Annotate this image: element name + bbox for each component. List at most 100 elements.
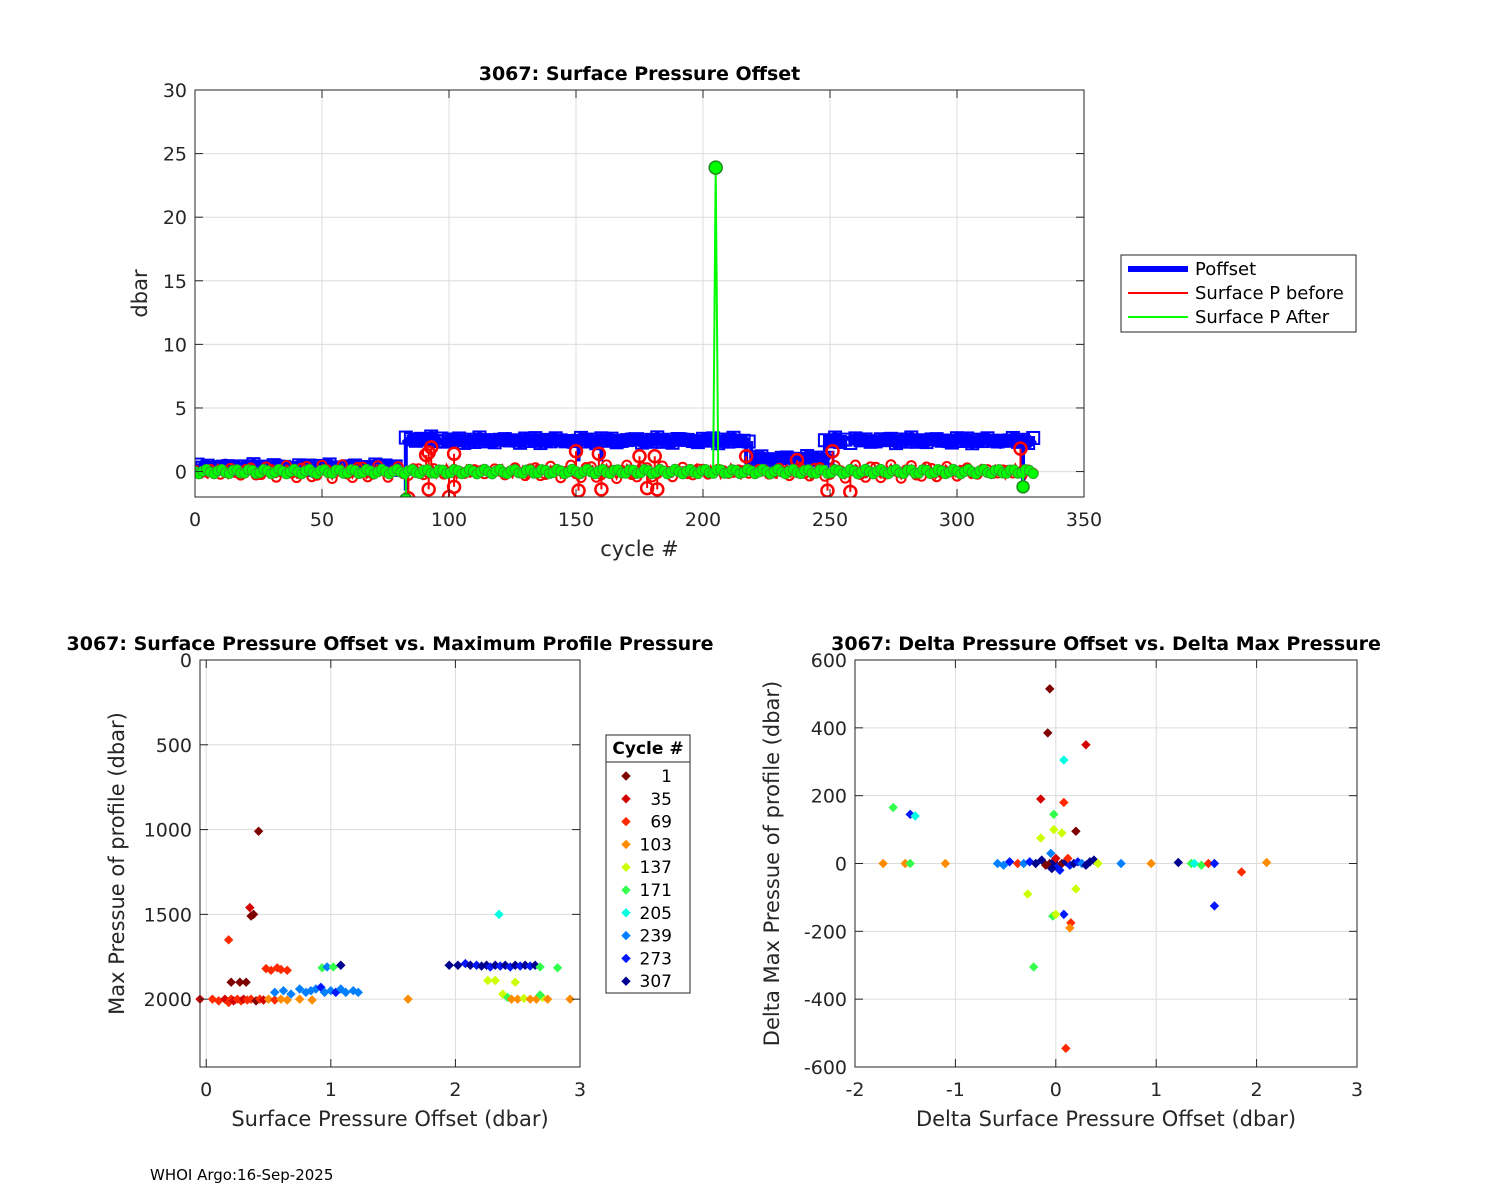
scatter-point [1022,889,1033,899]
surface-p-before-marker [632,449,647,464]
x-axis-label: Delta Surface Pressure Offset (dbar) [916,1107,1296,1131]
x-tick-label: 150 [558,509,594,531]
legend-marker [621,816,631,827]
legend-marker [621,839,631,850]
y-tick-label: 0 [835,854,847,876]
axes-box [194,89,1085,498]
scatter-point [905,809,915,820]
x-tick-label: 200 [685,509,721,531]
scatter-point [483,975,493,986]
surface-p-before-marker [423,440,439,455]
y-tick-label: -400 [804,989,847,1011]
x-tick-label: 0 [189,509,201,531]
scatter-point [494,909,504,920]
scatter-point [1036,794,1046,804]
scatter-point [1071,884,1081,894]
scatter-point [1196,860,1207,870]
scatter-point [276,964,286,975]
chart-1-frame: 0 50 100 150 200 250 300 350 0 5 10 15 20 25 30 3067: S… [128,63,1102,561]
surface-p-before-marker [650,482,665,497]
chart-1-legend: Poffset Surface P before Surface P After [1120,254,1357,333]
x-tick-label: 0 [1050,1079,1062,1101]
scatter-point [1055,865,1065,875]
scatter-point [276,994,286,1004]
y-tick-label: 600 [811,650,847,672]
chart-2-axes [200,659,581,1067]
scatter-point [245,902,255,913]
scatter-point [253,826,264,836]
chart-title: 3067: Surface Pressure Offset vs. Maximu… [67,633,714,655]
scatter-point [1049,809,1059,820]
surface-p-before-marker [825,443,840,459]
scatter-point [1236,867,1247,877]
scatter-point [905,858,915,869]
scatter-point [542,994,553,1004]
scatter-point [241,977,251,987]
scatter-point [1043,728,1053,738]
y-tick-label: 0 [175,462,187,484]
scatter-point [1261,857,1272,868]
legend-label: 171 [640,881,672,901]
scatter-point [552,963,563,973]
y-tick-label: -600 [804,1057,847,1079]
x-tick-label: 3 [574,1079,586,1101]
y-tick-label: 500 [156,735,192,757]
scatter-point [326,985,336,996]
scatter-point [1051,853,1061,864]
scatter-point [940,858,951,869]
scatter-point [294,994,305,1004]
chart-3-points [878,684,1272,1054]
surface-p-before-marker [401,491,416,497]
scatter-point [270,987,280,998]
scatter-point [246,994,256,1004]
legend-marker [621,862,631,872]
y-tick-label: 0 [180,650,192,672]
x-tick-label: -1 [946,1079,965,1101]
x-tick-label: -2 [846,1079,865,1101]
scatter-point [888,802,898,813]
legend-label: 307 [640,972,672,992]
legend-label: 273 [640,949,672,969]
scatter-point [1047,863,1057,874]
scatter-point [490,975,500,986]
scatter-point [1173,857,1183,868]
scatter-point [294,984,305,994]
legend-marker [621,908,631,918]
x-tick-label: 0 [200,1079,212,1101]
y-tick-label: -200 [804,921,847,943]
scatter-point [263,994,274,1004]
scatter-point [1209,858,1220,869]
y-tick-label: 5 [175,398,187,420]
scatter-point [525,994,535,1004]
surface-p-before-marker [446,479,462,495]
scatter-point [328,962,339,972]
scatter-point [226,977,236,987]
scatter-point [910,811,920,821]
surface-p-before-marker [843,484,858,497]
scatter-point [316,982,326,993]
poffset-marker [741,434,756,449]
scatter-point [1046,848,1056,859]
x-tick-label: 300 [939,509,975,531]
y-tick-label: 400 [811,718,847,740]
scatter-point [1065,923,1075,933]
scatter-point [992,858,1003,869]
scatter-point [1031,858,1041,869]
legend-box [605,734,691,994]
surface-p-before-marker [594,482,609,497]
chart-3-axes [854,659,1358,1068]
scatter-point [207,994,218,1004]
y-tick-label: 10 [163,334,187,356]
scatter-point [1081,740,1091,750]
scatter-point [282,995,292,1005]
scatter-point [500,960,510,970]
surface-p-before-marker [1013,441,1028,456]
legend-marker [621,930,631,941]
plot-area [195,90,1084,497]
y-tick-label: 15 [163,271,187,293]
surface-p-before-marker [738,449,754,464]
scatter-point [1146,858,1156,869]
